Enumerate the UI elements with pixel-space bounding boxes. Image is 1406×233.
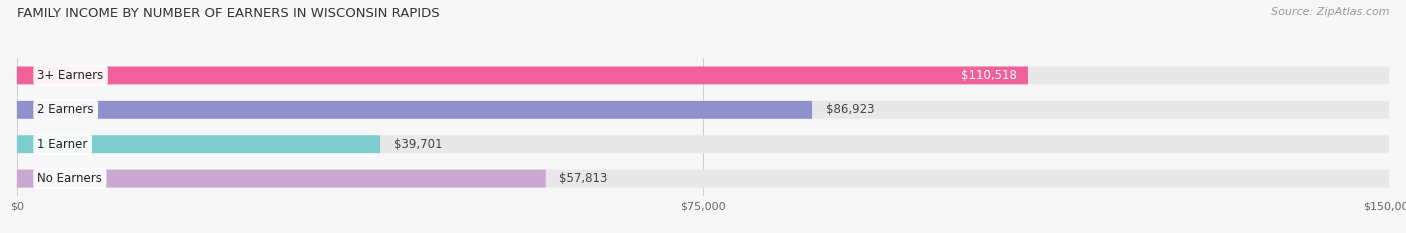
FancyBboxPatch shape (17, 135, 1389, 153)
FancyBboxPatch shape (17, 170, 546, 188)
Text: No Earners: No Earners (38, 172, 103, 185)
FancyBboxPatch shape (17, 135, 380, 153)
Text: 3+ Earners: 3+ Earners (38, 69, 104, 82)
Text: $39,701: $39,701 (394, 138, 443, 151)
Text: Source: ZipAtlas.com: Source: ZipAtlas.com (1271, 7, 1389, 17)
FancyBboxPatch shape (17, 101, 813, 119)
FancyBboxPatch shape (17, 66, 1389, 84)
FancyBboxPatch shape (17, 66, 1028, 84)
Text: FAMILY INCOME BY NUMBER OF EARNERS IN WISCONSIN RAPIDS: FAMILY INCOME BY NUMBER OF EARNERS IN WI… (17, 7, 440, 20)
FancyBboxPatch shape (17, 101, 1389, 119)
Text: $57,813: $57,813 (560, 172, 607, 185)
Text: 2 Earners: 2 Earners (38, 103, 94, 116)
Text: $110,518: $110,518 (962, 69, 1017, 82)
FancyBboxPatch shape (17, 170, 1389, 188)
Text: 1 Earner: 1 Earner (38, 138, 87, 151)
Text: $86,923: $86,923 (825, 103, 875, 116)
